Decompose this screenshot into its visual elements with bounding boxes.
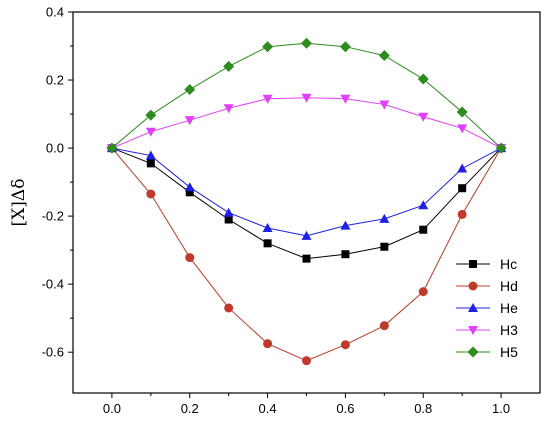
legend-label: He: [500, 300, 518, 316]
legend-marker: [467, 346, 479, 358]
series-line: [111, 147, 502, 237]
plot-frame: [72, 11, 541, 394]
data-point: [340, 220, 351, 230]
x-tick-label: 0.2: [181, 401, 199, 416]
data-point: [263, 239, 272, 248]
data-point: [340, 340, 350, 350]
legend-marker: [468, 281, 478, 291]
data-point: [418, 200, 429, 210]
data-point: [417, 73, 429, 85]
data-point: [495, 142, 507, 154]
data-point: [301, 230, 312, 240]
legend-item: H5: [456, 344, 518, 360]
data-point: [184, 116, 195, 126]
data-point: [419, 225, 428, 234]
series-h3: [106, 93, 507, 154]
data-point: [301, 37, 312, 49]
legend: Hc Hd He H3 H5: [456, 256, 518, 360]
legend-label: H5: [500, 344, 518, 360]
series-hc: [107, 144, 506, 263]
data-point: [378, 50, 390, 62]
y-tick-label: -0.4: [42, 277, 64, 292]
data-point: [262, 41, 274, 53]
legend-item: H3: [456, 322, 518, 338]
data-point: [457, 163, 468, 173]
x-tick-label: 0.8: [414, 401, 432, 416]
data-point: [223, 104, 234, 114]
series-line: [111, 147, 502, 362]
data-point: [301, 93, 312, 103]
x-tick-label: 0.0: [103, 401, 121, 416]
data-point: [224, 215, 233, 224]
legend-label: Hc: [500, 256, 517, 272]
axes: 0.0 0.2 0.4 0.6 0.8 1.0 0.4 0.2 0.0 -0.2 -0.4 -0.6: [42, 5, 541, 416]
data-point: [418, 287, 428, 297]
legend-marker: [468, 326, 478, 335]
data-point: [223, 60, 235, 72]
data-point: [456, 106, 468, 118]
data-point: [146, 159, 155, 168]
y-tick-label: 0.4: [46, 5, 64, 20]
data-point: [185, 253, 195, 263]
data-point: [379, 100, 390, 110]
data-point: [145, 109, 157, 121]
legend-label: H3: [500, 322, 518, 338]
data-point: [145, 127, 156, 137]
data-point: [184, 84, 196, 96]
data-point: [339, 41, 351, 53]
data-point: [379, 321, 389, 331]
data-point: [184, 182, 195, 192]
x-tick-label: 1.0: [492, 401, 510, 416]
data-point: [223, 207, 234, 217]
y-axis-label: [X]Δδ: [9, 179, 29, 227]
data-point: [302, 356, 311, 366]
data-point: [418, 112, 429, 122]
data-point: [380, 242, 389, 251]
legend-label: Hd: [500, 278, 518, 294]
x-tick-label: 0.6: [336, 401, 354, 416]
data-point: [302, 254, 311, 263]
y-tick-label: -0.6: [42, 345, 64, 360]
series-he: [106, 143, 507, 240]
data-point: [263, 339, 273, 349]
legend-item: He: [456, 300, 518, 316]
data-point: [146, 189, 156, 199]
y-tick-label: -0.2: [42, 209, 64, 224]
legend-item: Hc: [456, 256, 517, 272]
y-tick-label: 0.2: [46, 73, 64, 88]
x-tick-label: 0.4: [259, 401, 277, 416]
data-point: [224, 303, 234, 313]
data-point: [185, 188, 194, 197]
legend-item: Hd: [456, 278, 518, 294]
data-point: [457, 124, 468, 134]
data-point: [340, 94, 351, 104]
series-line: [111, 97, 502, 149]
data-point: [379, 213, 390, 223]
series-hd: [107, 143, 506, 366]
y-tick-label: 0.0: [46, 141, 64, 156]
data-point: [341, 250, 350, 259]
legend-marker: [468, 303, 478, 312]
data-point: [262, 94, 273, 104]
data-point: [457, 209, 467, 219]
series-line: [111, 147, 502, 260]
data-point: [458, 184, 467, 193]
series-layer: [106, 37, 507, 366]
legend-marker: [469, 260, 477, 268]
data-point: [106, 142, 118, 154]
data-point: [145, 150, 156, 160]
data-point: [262, 223, 273, 233]
series-h5: [106, 37, 507, 154]
